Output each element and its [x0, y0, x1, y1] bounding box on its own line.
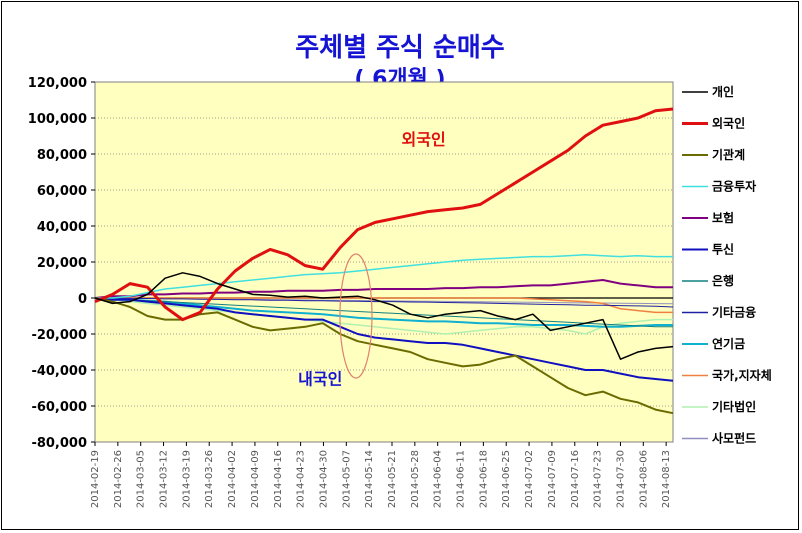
- y-tick-label: 120,000: [28, 76, 87, 91]
- legend-label: 보험: [712, 210, 734, 225]
- y-tick-label: 100,000: [28, 112, 87, 127]
- legend-label: 연기금: [712, 336, 745, 351]
- x-tick-label: 2014-04-23: [296, 450, 307, 508]
- x-tick-label: 2014-06-25: [501, 450, 512, 508]
- series-line: [94, 279, 673, 299]
- legend-label: 기타법인: [712, 399, 756, 414]
- y-tick-label: -40,000: [31, 364, 87, 379]
- x-tick-label: 2014-03-05: [136, 450, 147, 508]
- legend-label: 은행: [712, 273, 734, 288]
- series-line: [94, 272, 674, 360]
- x-tick-label: 2014-07-09: [547, 450, 558, 508]
- y-tick-label: 80,000: [37, 148, 87, 163]
- x-tick-label: 2014-07-02: [524, 450, 535, 508]
- x-tick-label: 2014-02-19: [90, 450, 101, 508]
- x-axis-ticks: 2014-02-19 2014-02-26 2014-03-05 2014-03-12…: [90, 442, 672, 508]
- series-line: [94, 297, 673, 328]
- x-tick-label: 2014-05-14: [364, 450, 375, 508]
- legend-label: 금융투자: [712, 179, 756, 194]
- legend-label: 기관계: [712, 147, 745, 162]
- legend-label: 투신: [712, 242, 734, 257]
- y-tick-label: -60,000: [31, 400, 87, 415]
- x-tick-label: 2014-05-21: [387, 450, 398, 508]
- highlight-ellipse: [339, 253, 373, 379]
- x-tick-label: 2014-07-16: [570, 450, 581, 508]
- y-tick-label: -20,000: [31, 328, 87, 343]
- legend-label: 사모펀드: [712, 431, 756, 446]
- x-tick-label: 2014-06-11: [456, 450, 467, 508]
- x-tick-label: 2014-03-26: [204, 450, 215, 508]
- annotation-label: 내국인: [298, 369, 342, 388]
- x-tick-label: 2014-02-26: [113, 450, 124, 508]
- series-line: [94, 297, 673, 335]
- series-line: [94, 107, 674, 322]
- x-tick-label: 2014-08-13: [661, 450, 672, 508]
- series-line: [95, 297, 673, 314]
- x-tick-label: 2014-07-23: [593, 450, 604, 508]
- y-tick-label: 40,000: [37, 220, 87, 235]
- x-tick-label: 2014-06-18: [478, 450, 489, 508]
- x-tick-label: 2014-04-02: [227, 450, 238, 508]
- series-line: [95, 297, 674, 308]
- x-tick-label: 2014-07-30: [615, 450, 626, 508]
- x-tick-label: 2014-06-04: [433, 450, 444, 508]
- y-tick-label: 20,000: [37, 256, 87, 271]
- x-tick-label: 2014-04-09: [250, 450, 261, 508]
- y-tick-label: 0: [78, 292, 87, 307]
- y-tick-label: -80,000: [31, 436, 87, 451]
- x-tick-label: 2014-03-12: [159, 450, 170, 508]
- series-lines: [94, 107, 674, 415]
- chart-title: 주체별 주식 순매수: [295, 33, 504, 63]
- x-tick-label: 2014-05-07: [341, 450, 352, 508]
- y-tick-label: 60,000: [37, 184, 87, 199]
- legend-label: 개인: [712, 84, 734, 99]
- legend-label: 국가,지자체: [712, 368, 772, 383]
- x-tick-label: 2014-08-06: [638, 450, 649, 508]
- x-tick-label: 2014-05-28: [410, 450, 421, 508]
- x-tick-label: 2014-03-19: [181, 450, 192, 508]
- x-tick-label: 2014-04-16: [273, 450, 284, 508]
- legend-label: 기타금융: [712, 305, 756, 320]
- x-tick-label: 2014-04-30: [318, 450, 329, 508]
- legend-label: 외국인: [712, 116, 745, 131]
- annotation-label: 외국인: [402, 130, 446, 149]
- series-line: [94, 297, 674, 382]
- series-line: [95, 254, 673, 299]
- y-axis-ticks: 120,000 100,000 80,000 60,000 40,000 20,000 0 -…: [28, 76, 95, 451]
